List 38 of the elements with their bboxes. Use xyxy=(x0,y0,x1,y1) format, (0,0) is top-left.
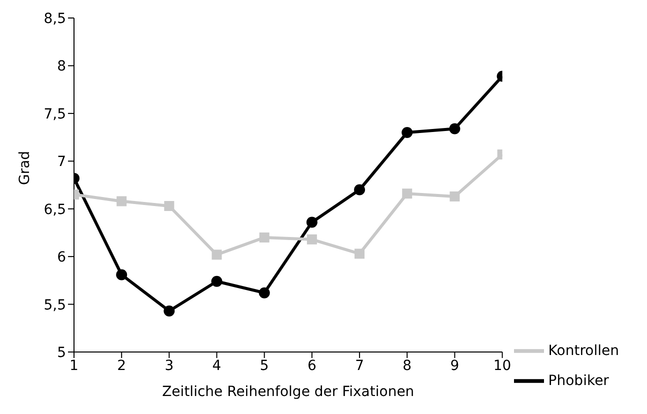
point xyxy=(306,234,317,244)
y-tick-label: 6 xyxy=(57,250,66,266)
x-tick-label: 4 xyxy=(212,358,222,374)
x-tick-label: 5 xyxy=(260,358,269,374)
y-tick-label: 8,5 xyxy=(44,10,66,27)
x-axis-title: Zeitliche Reihenfolge der Fixationen xyxy=(162,384,414,400)
legend-label: Kontrollen xyxy=(548,342,619,359)
x-tick-label: 6 xyxy=(307,358,316,374)
y-tick-label: 8 xyxy=(57,58,66,75)
y-tick-label: 6,5 xyxy=(44,202,66,218)
point xyxy=(164,200,174,211)
x-tick-label: 8 xyxy=(402,358,412,374)
y-tick-label: 7 xyxy=(57,154,66,170)
point xyxy=(450,191,460,202)
x-tick-label: 2 xyxy=(117,358,126,374)
point xyxy=(164,305,175,316)
point xyxy=(449,123,460,134)
x-tick-label: 3 xyxy=(164,358,174,374)
x-tick-label: 1 xyxy=(70,358,78,374)
point xyxy=(402,127,413,138)
point xyxy=(258,287,270,298)
y-tick-label: 5,5 xyxy=(44,297,66,314)
point xyxy=(116,269,128,280)
point xyxy=(306,216,318,228)
point xyxy=(116,196,127,206)
point xyxy=(354,184,366,196)
point xyxy=(354,248,365,259)
point xyxy=(212,250,222,260)
point xyxy=(402,188,412,199)
x-tick-label: 9 xyxy=(450,358,460,374)
y-tick-label: 7,5 xyxy=(44,106,66,122)
y-tick-label: 5 xyxy=(57,344,66,361)
x-tick-label: 10 xyxy=(493,358,512,374)
point xyxy=(259,232,270,242)
x-tick-label: 7 xyxy=(355,358,364,374)
legend-label: Phobiker xyxy=(548,372,609,389)
point xyxy=(211,276,222,287)
y-axis-title: Grad xyxy=(16,150,33,185)
